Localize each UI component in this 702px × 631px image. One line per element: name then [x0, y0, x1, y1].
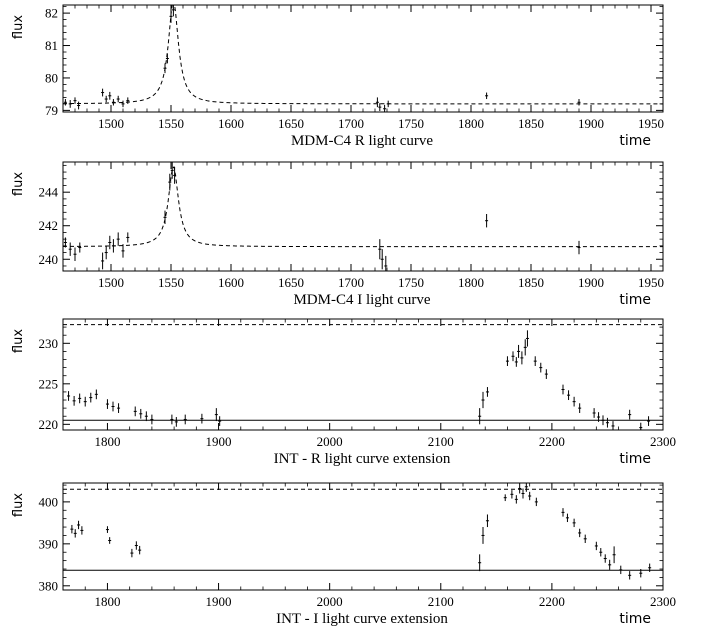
- x-tick-label: 1950: [638, 116, 664, 131]
- y-tick-label: 81: [45, 38, 58, 53]
- x-tick-label: 1800: [94, 434, 120, 449]
- x-tick-label: 1900: [578, 275, 604, 290]
- x-tick-label: 1600: [218, 116, 244, 131]
- y-tick-label: 244: [39, 185, 59, 200]
- x-axis-label: time: [619, 292, 651, 308]
- y-tick-label: 230: [39, 336, 59, 351]
- x-tick-label: 1800: [94, 594, 120, 609]
- y-axis-label: flux: [11, 493, 26, 517]
- model-curve: [63, 166, 663, 248]
- x-tick-label: 1650: [278, 116, 304, 131]
- x-tick-label: 1900: [206, 434, 232, 449]
- x-axis-label: time: [619, 611, 651, 627]
- plot-frame: [62, 482, 664, 591]
- x-tick-label: 1700: [338, 275, 364, 290]
- x-tick-label: 1550: [158, 116, 184, 131]
- plot-area: [63, 324, 663, 430]
- x-tick-label: 2300: [650, 594, 676, 609]
- x-tick-label: 1750: [398, 116, 424, 131]
- x-tick-label: 2000: [317, 434, 343, 449]
- x-tick-label: 1800: [458, 116, 484, 131]
- x-tick-label: 2200: [539, 594, 565, 609]
- panel-1: 1500 1550 1600 1650 1700 1750 1800 1850 1900 1950…: [11, 4, 664, 149]
- x-tick-label: 1500: [98, 116, 124, 131]
- x-tick-label: 2300: [650, 434, 676, 449]
- y-tick-label: 390: [39, 536, 59, 551]
- y-tick-label: 240: [39, 252, 59, 267]
- x-axis-label: time: [619, 451, 651, 467]
- y-tick-label: 220: [39, 417, 59, 432]
- y-tick-label: 79: [45, 103, 58, 118]
- y-tick-label: 400: [39, 494, 59, 509]
- y-tick-label: 242: [39, 218, 59, 233]
- plot-frame: [62, 4, 664, 113]
- plot-frame: [62, 161, 664, 272]
- y-tick-label: 82: [45, 6, 58, 21]
- plot-frame: [62, 318, 664, 431]
- y-axis-label: flux: [11, 329, 26, 353]
- panel-title: MDM-C4 R light curve: [291, 133, 433, 149]
- x-tick-label: 1500: [98, 275, 124, 290]
- x-tick-label: 1800: [458, 275, 484, 290]
- panel-4: 1800 1900 2000 2100 2200 2300 380 390 400 flux tim…: [11, 482, 676, 627]
- x-tick-label: 1600: [218, 275, 244, 290]
- panel-title: MDM-C4 I light curve: [293, 292, 430, 308]
- x-tick-label: 2100: [428, 434, 454, 449]
- x-tick-label: 2100: [428, 594, 454, 609]
- x-tick-label: 1750: [398, 275, 424, 290]
- x-tick-label: 1900: [578, 116, 604, 131]
- y-tick-label: 80: [45, 70, 58, 85]
- y-axis-label: flux: [11, 172, 26, 196]
- y-tick-label: 225: [39, 376, 59, 391]
- panel-title: INT - I light curve extension: [276, 611, 448, 627]
- x-tick-label: 1550: [158, 275, 184, 290]
- x-axis-label: time: [619, 133, 651, 149]
- plot-area: [63, 483, 663, 580]
- y-axis-label: flux: [11, 15, 26, 39]
- panel-2: 1500 1550 1600 1650 1700 1750 1800 1850 1900 1950…: [11, 161, 664, 308]
- x-tick-label: 1950: [638, 275, 664, 290]
- x-tick-label: 1700: [338, 116, 364, 131]
- plot-area: [63, 162, 663, 271]
- x-tick-label: 2200: [539, 434, 565, 449]
- panel-3: 1800 1900 2000 2100 2200 2300 220 225 230 flux tim…: [11, 318, 676, 467]
- x-tick-label: 2000: [317, 594, 343, 609]
- x-tick-label: 1900: [206, 594, 232, 609]
- model-curve: [63, 5, 663, 105]
- x-tick-label: 1850: [518, 116, 544, 131]
- panel-title: INT - R light curve extension: [274, 451, 451, 467]
- x-tick-label: 1850: [518, 275, 544, 290]
- y-tick-label: 380: [39, 578, 59, 593]
- plot-area: [63, 5, 663, 112]
- x-tick-label: 1650: [278, 275, 304, 290]
